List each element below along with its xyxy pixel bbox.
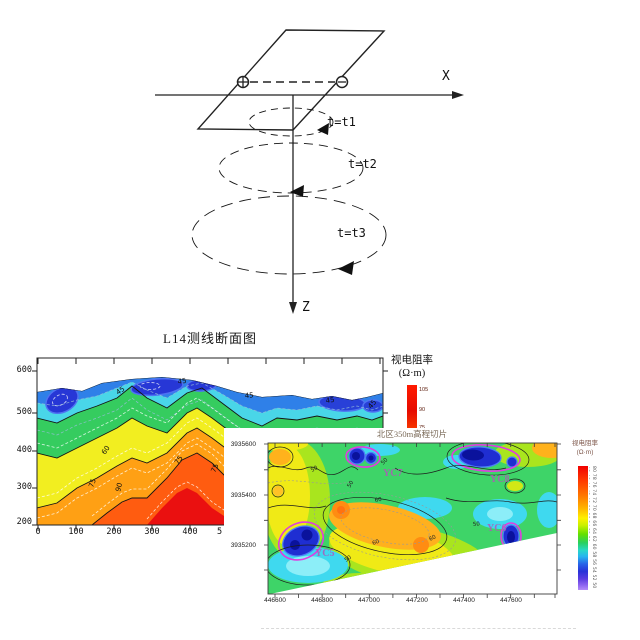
left-colorbar-tick: 105 [419,387,429,393]
contour-label: 45 [115,385,127,397]
ring-t2-arrow-icon [290,185,304,197]
left-colorbar [407,385,417,459]
right-x-tick: 446800 [311,597,333,604]
left-y-tick: 500 [16,407,32,417]
contour-label: 45 [244,391,254,400]
right-y-tick: 3935600 [230,441,256,448]
anomaly-yc7 [345,446,381,468]
right-plot-panel: 北区350m高程切片 [224,428,640,622]
contour-label: 50 [473,521,481,528]
z-axis: Z [289,95,310,315]
site-label-yc5: YC5 [315,548,334,559]
left-plot-contour-labels: 45 45 45 45 45 60 75 75 75 90 [87,377,378,493]
contour-label: 50 [380,457,390,467]
tem-smoke-ring-diagram: X Z t=t1 t=t2 t=t3 [155,29,464,315]
left-plot-surface-line [37,377,383,401]
right-plot-title: 北区350m高程切片 [376,429,448,439]
contour-label: 50 [347,480,356,489]
right-x-tick: 447000 [358,597,380,604]
contour-label: 60 [428,534,437,543]
smoke-ring-t3 [191,195,387,275]
smoke-ring-t2 [218,142,364,194]
left-colorbar-tick: 90 [419,407,426,413]
x-axis-label: X [442,69,450,84]
left-plot-title: L14测线断面图 [163,331,257,346]
left-x-tick: 300 [144,527,160,537]
right-colorbar-ticks: 80 78 76 74 72 70 68 66 64 62 60 58 56 5… [591,466,596,589]
contour-label: 75 [210,462,221,473]
right-plot-color-field: 50 50 50 50 50 60 60 60 YC5 YC6 YC7 YC8 [268,443,557,594]
plus-terminal-icon [236,75,250,89]
contour-label: 75 [87,478,98,489]
left-x-tick: 100 [68,527,84,537]
z-axis-label: Z [302,300,310,315]
contour-label: 60 [374,497,382,504]
left-colorbar-title: 视电阻率 [391,355,433,366]
contour-label: 75 [173,454,185,466]
site-label-yc7: YC7 [383,468,402,479]
left-x-tick: 200 [106,527,122,537]
left-plot-ticks [32,358,388,530]
ring-t2-label: t=t2 [348,157,377,171]
contour-label: 50 [310,465,319,474]
right-y-tick: 3935200 [230,542,256,549]
right-plot-map: 50 50 50 50 50 60 60 60 YC5 YC6 YC7 YC8 [264,442,561,598]
contour-label: 45 [177,377,187,386]
smoke-ring-t1 [248,107,334,137]
left-y-tick: 600 [16,365,32,375]
right-colorbar-units: (Ω·m) [576,449,594,456]
contour-label: 90 [114,482,124,493]
left-x-tick: 0 [35,527,41,537]
left-y-tick: 300 [16,482,32,492]
contour-label: 45 [366,398,378,410]
x-axis-arrow-icon [452,91,464,99]
site-label-yc8: YC8 [490,474,509,485]
left-x-tick: 400 [182,527,198,537]
left-y-tick: 200 [16,517,32,527]
right-colorbar-title: 视电阻率 [572,440,598,447]
x-axis: X [155,69,464,99]
right-x-tick: 447600 [500,597,522,604]
z-axis-arrow-icon [289,302,297,314]
ring-t3-label: t=t3 [337,226,366,240]
right-plot-ticks [264,443,561,598]
site-label-yc6: YC6 [487,523,506,534]
right-x-tick: 447400 [453,597,475,604]
right-y-tick: 3935400 [230,492,256,499]
ring-t1-label: t=t1 [327,115,356,129]
contour-label: 45 [325,396,335,405]
ring-t3-arrow-icon [338,261,354,275]
transmitter-loop [196,29,386,131]
ring-t1-arrow-icon [317,123,329,135]
contour-label: 50 [344,554,354,563]
left-colorbar-units: (Ω·m) [398,368,426,379]
right-x-tick: 447200 [406,597,428,604]
anomaly-yc6 [500,522,522,550]
right-colorbar [578,466,588,590]
minus-terminal-icon [335,75,349,89]
left-x-tick: 5 [217,527,223,537]
left-y-tick: 400 [16,445,32,455]
contour-label: 60 [372,539,381,547]
anomaly-yc8 [451,444,521,472]
right-x-tick: 446600 [264,597,286,604]
contour-label: 60 [100,444,112,456]
right-plot-axes-box [267,442,558,595]
anomaly-yc5 [277,521,325,561]
faint-caption-line [261,628,576,629]
